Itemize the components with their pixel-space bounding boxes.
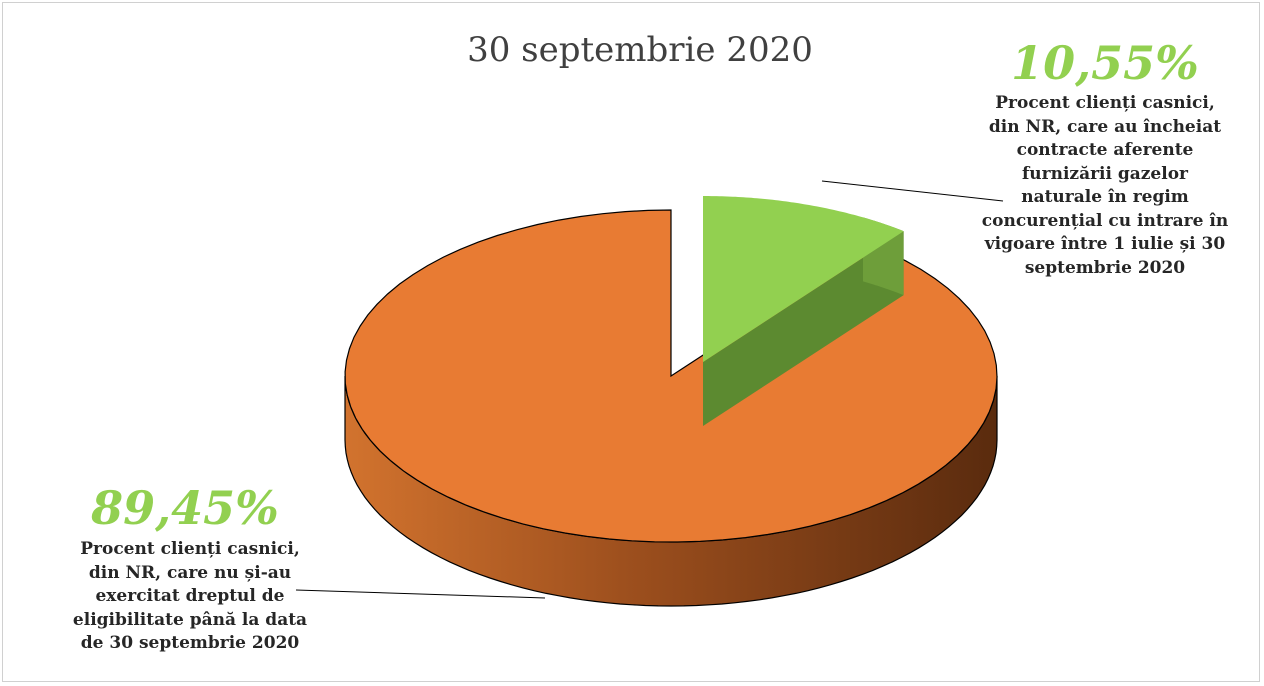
green-slice-top [703, 196, 904, 362]
slice-description-green: Procent clienți casnici, din NR, care au… [950, 92, 1260, 280]
desc-line: Procent clienți casnici, [995, 93, 1215, 113]
leader-line-green [821, 180, 1004, 202]
desc-line: septembrie 2020 [1024, 257, 1186, 278]
green-slice-wall [703, 231, 904, 426]
chart-title: 30 septembrie 2020 [467, 30, 813, 70]
desc-line: naturale în regim [1021, 187, 1189, 207]
leader-line-orange [295, 589, 546, 599]
desc-line: eligibilitate până la data [72, 609, 308, 630]
desc-line: din NR, care nu și-au [88, 562, 292, 583]
desc-line: de 30 septembrie 2020 [80, 633, 300, 653]
desc-line: din NR, care au încheiat [988, 116, 1222, 137]
slice-value-label-green: 10,55% [1011, 36, 1199, 90]
desc-line: Procent clienți casnici, [80, 539, 300, 559]
desc-line: concurențial cu intrare în [981, 210, 1229, 231]
leader-lines [295, 180, 1004, 599]
pie-slice-green [703, 196, 904, 426]
desc-line: contracte aferente [1016, 140, 1194, 160]
desc-line: exercitat dreptul de [95, 586, 285, 606]
desc-line: furnizării gazelor [1021, 163, 1189, 184]
slice-description-orange: Procent clienți casnici, din NR, care nu… [30, 538, 350, 656]
slice-value-label-orange: 89,45% [91, 481, 279, 535]
desc-line: vigoare între 1 iulie și 30 [984, 234, 1226, 254]
